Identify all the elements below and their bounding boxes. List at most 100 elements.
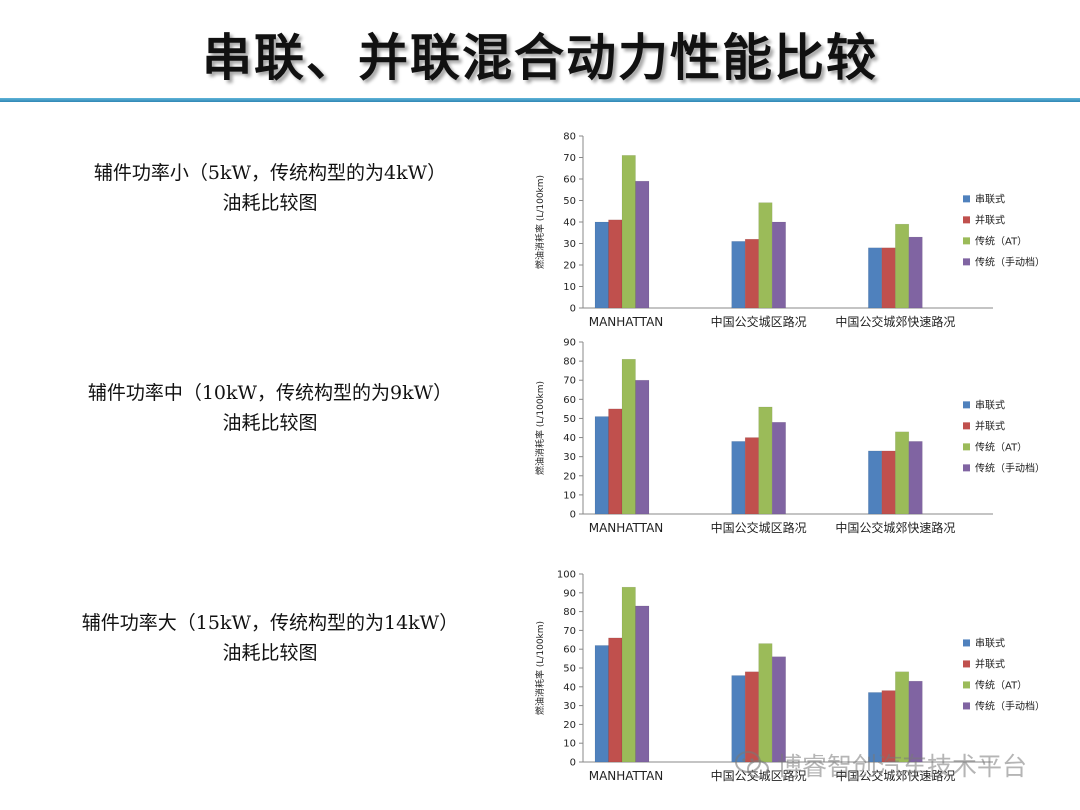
bar xyxy=(731,241,746,309)
y-tick-label: 40 xyxy=(563,218,576,229)
bar xyxy=(635,180,650,309)
y-tick-label: 20 xyxy=(563,720,576,731)
bar xyxy=(908,441,923,515)
y-tick-label: 20 xyxy=(563,471,576,482)
y-tick-label: 80 xyxy=(563,132,576,143)
fuel-chart-small: 燃油消耗率 (L/100km) 0 10 20 30 40 50 60 70 80 MANHATTA… xyxy=(534,132,1045,330)
watermark-text: 博睿智创汽车技术平台 xyxy=(777,752,1028,781)
bar xyxy=(621,358,636,515)
y-axis-label: 燃油消耗率 (L/100km) xyxy=(534,381,546,475)
x-tick-label: 中国公交城郊快速路况 xyxy=(835,314,955,329)
bar xyxy=(895,223,910,309)
y-tick-label: 80 xyxy=(563,607,576,618)
legend-label: 传统（AT） xyxy=(975,440,1027,453)
y-tick-label: 70 xyxy=(563,376,576,387)
caption-line: 油耗比较图 xyxy=(222,192,318,214)
caption-line: 油耗比较图 xyxy=(222,642,318,664)
y-tick-label: 20 xyxy=(563,261,576,272)
legend-swatch xyxy=(963,681,970,689)
y-tick-label: 40 xyxy=(563,682,576,693)
y-tick-label: 100 xyxy=(557,570,576,581)
x-tick-label: MANHATTAN xyxy=(589,315,664,329)
legend-label: 传统（手动档） xyxy=(975,255,1045,268)
legend-swatch xyxy=(963,216,970,224)
bar xyxy=(881,450,896,515)
bar xyxy=(731,441,746,515)
caption-large-power: 辅件功率大（15kW，传统构型的为14kW） 油耗比较图 xyxy=(20,608,520,668)
legend-label: 传统（AT） xyxy=(975,234,1027,247)
bar xyxy=(744,238,759,309)
slide-title: 串联、并联混合动力性能比较 xyxy=(202,29,878,87)
y-tick-label: 10 xyxy=(563,490,576,501)
bar xyxy=(635,605,650,763)
x-tick-label: MANHATTAN xyxy=(589,769,664,783)
bar xyxy=(771,422,786,515)
y-axis-label: 燃油消耗率 (L/100km) xyxy=(534,621,546,715)
title-divider xyxy=(0,98,1080,102)
y-tick-label: 30 xyxy=(563,239,576,250)
bar xyxy=(621,586,636,763)
legend-label: 并联式 xyxy=(975,213,1005,226)
bar xyxy=(908,236,923,309)
legend-label: 并联式 xyxy=(975,657,1005,670)
caption-small-power: 辅件功率小（5kW，传统构型的为4kW） 油耗比较图 xyxy=(20,158,520,218)
y-tick-label: 60 xyxy=(563,395,576,406)
y-tick-label: 30 xyxy=(563,701,576,712)
y-tick-label: 40 xyxy=(563,433,576,444)
bar xyxy=(594,221,609,309)
bar xyxy=(608,637,623,763)
y-tick-label: 0 xyxy=(570,304,576,315)
legend-label: 串联式 xyxy=(975,192,1005,205)
x-tick-label: 中国公交城区路况 xyxy=(711,314,807,329)
legend-label: 传统（手动档） xyxy=(975,461,1045,474)
bar xyxy=(771,656,786,763)
legend-label: 传统（AT） xyxy=(975,678,1027,691)
legend-label: 串联式 xyxy=(975,398,1005,411)
legend-label: 并联式 xyxy=(975,419,1005,432)
y-tick-label: 10 xyxy=(563,282,576,293)
y-tick-label: 90 xyxy=(563,588,576,599)
bar xyxy=(608,219,623,309)
legend-swatch xyxy=(963,464,970,472)
y-tick-label: 50 xyxy=(563,414,576,425)
y-tick-label: 0 xyxy=(570,510,576,521)
y-tick-label: 10 xyxy=(563,739,576,750)
y-tick-label: 0 xyxy=(570,758,576,769)
legend-swatch xyxy=(963,702,970,710)
legend-label: 传统（手动档） xyxy=(975,699,1045,712)
caption-medium-power: 辅件功率中（10kW，传统构型的为9kW） 油耗比较图 xyxy=(20,378,520,438)
caption-line: 辅件功率中（10kW，传统构型的为9kW） xyxy=(87,382,453,404)
y-tick-label: 90 xyxy=(563,338,576,349)
wechat-icon xyxy=(735,751,769,778)
y-tick-label: 50 xyxy=(563,196,576,207)
bar xyxy=(881,247,896,309)
y-tick-label: 60 xyxy=(563,645,576,656)
bar xyxy=(621,155,636,309)
legend-swatch xyxy=(963,422,970,430)
caption-line: 辅件功率小（5kW，传统构型的为4kW） xyxy=(93,162,447,184)
bar xyxy=(594,416,609,515)
x-tick-label: 中国公交城区路况 xyxy=(711,768,807,783)
legend-swatch xyxy=(963,401,970,409)
bar xyxy=(594,645,609,763)
y-tick-label: 70 xyxy=(563,626,576,637)
legend-swatch xyxy=(963,195,970,203)
y-tick-label: 80 xyxy=(563,357,576,368)
bar xyxy=(635,379,650,515)
legend-swatch xyxy=(963,639,970,647)
bar xyxy=(895,431,910,515)
fuel-chart-medium: 燃油消耗率 (L/100km) 0 10 20 30 40 50 60 70 80 90 MANHAT… xyxy=(534,338,1045,536)
legend-swatch xyxy=(963,258,970,266)
fuel-chart-large: 燃油消耗率 (L/100km) 0 10 20 30 40 50 60 70 80 90 100 MAN… xyxy=(534,570,1045,784)
y-tick-label: 60 xyxy=(563,175,576,186)
bar xyxy=(608,408,623,515)
x-tick-label: 中国公交城郊快速路况 xyxy=(835,768,955,783)
bar xyxy=(771,221,786,309)
legend-swatch xyxy=(963,443,970,451)
bar xyxy=(758,406,773,515)
y-tick-label: 50 xyxy=(563,664,576,675)
watermark: 博睿智创汽车技术平台 xyxy=(735,745,1075,785)
legend-label: 串联式 xyxy=(975,636,1005,649)
bar xyxy=(908,680,923,763)
bar xyxy=(868,450,883,515)
